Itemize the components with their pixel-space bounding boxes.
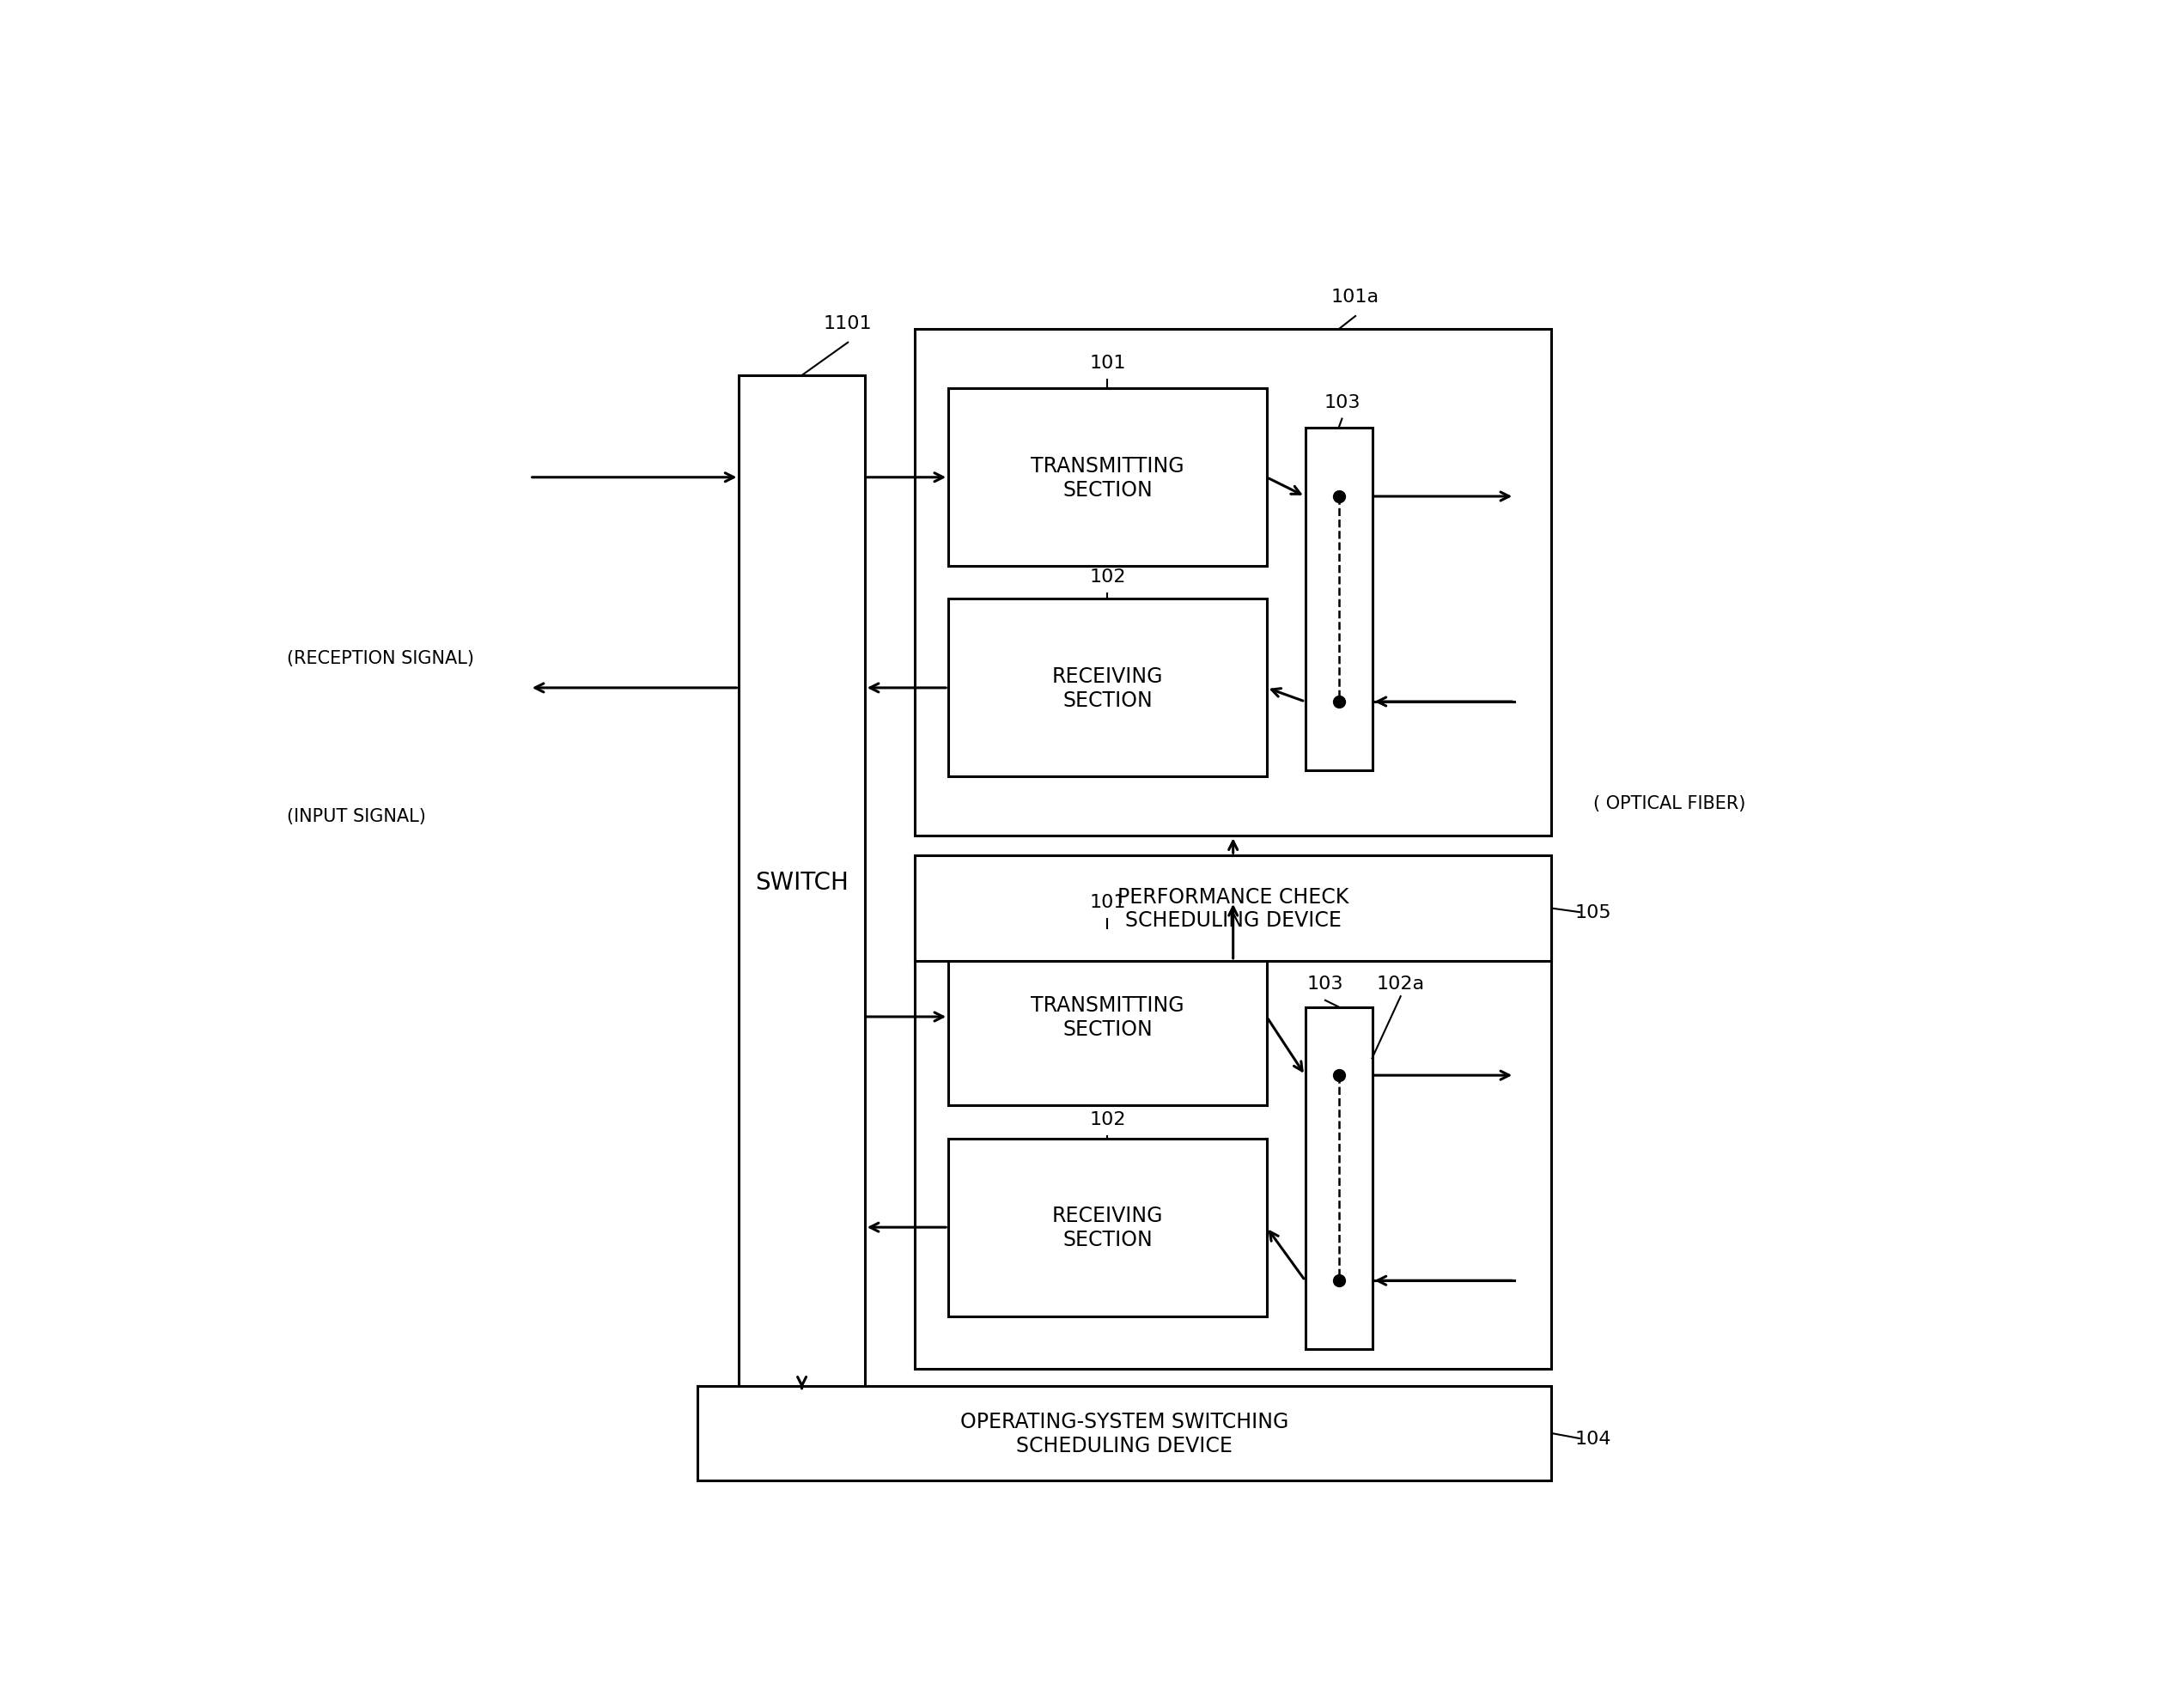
Text: 102: 102	[1089, 1110, 1126, 1127]
Text: TRANSMITTING
SECTION: TRANSMITTING SECTION	[1031, 456, 1184, 500]
Text: 103: 103	[1325, 393, 1359, 412]
Bar	[1305, 429, 1372, 770]
Text: RECEIVING
SECTION: RECEIVING SECTION	[1052, 1206, 1163, 1250]
Text: 101a: 101a	[1331, 289, 1379, 306]
Text: TRANSMITTING
SECTION: TRANSMITTING SECTION	[1031, 994, 1184, 1038]
Text: 101: 101	[1089, 354, 1126, 371]
Bar	[1305, 1008, 1372, 1349]
Bar	[949, 389, 1266, 567]
Bar	[914, 856, 1552, 962]
Text: RECEIVING
SECTION: RECEIVING SECTION	[1052, 666, 1163, 711]
Text: PERFORMANCE CHECK
SCHEDULING DEVICE: PERFORMANCE CHECK SCHEDULING DEVICE	[1117, 886, 1348, 931]
Bar	[949, 929, 1266, 1105]
Text: (RECEPTION SIGNAL): (RECEPTION SIGNAL)	[287, 651, 473, 668]
Text: 1101: 1101	[823, 314, 873, 331]
Text: ( OPTICAL FIBER): ( OPTICAL FIBER)	[1593, 794, 1746, 811]
Bar	[914, 902, 1552, 1368]
Bar	[698, 1385, 1552, 1481]
Bar	[949, 1139, 1266, 1317]
Text: 103: 103	[1307, 975, 1344, 992]
Text: (INPUT SIGNAL): (INPUT SIGNAL)	[287, 808, 426, 825]
Text: 105: 105	[1575, 904, 1612, 921]
Text: SWITCH: SWITCH	[754, 871, 849, 895]
Text: 102a: 102a	[1377, 975, 1424, 992]
Bar	[914, 330, 1552, 837]
Text: 102: 102	[1089, 569, 1126, 586]
Text: 104: 104	[1575, 1430, 1612, 1447]
Text: OPERATING-SYSTEM SWITCHING
SCHEDULING DEVICE: OPERATING-SYSTEM SWITCHING SCHEDULING DE…	[959, 1411, 1288, 1455]
Bar	[949, 600, 1266, 777]
Text: 101: 101	[1089, 893, 1126, 910]
Bar	[739, 376, 864, 1389]
